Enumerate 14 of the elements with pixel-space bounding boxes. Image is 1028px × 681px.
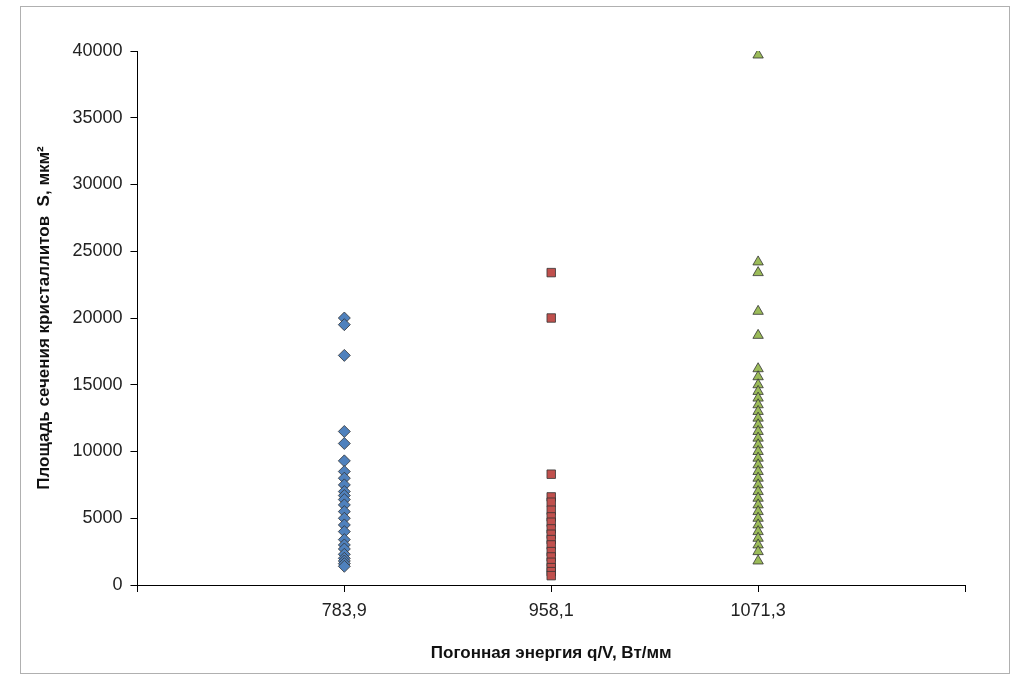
y-tick-label: 35000 <box>72 106 123 127</box>
y-tick-label: 20000 <box>72 306 123 327</box>
y-axis-title: Площадь сечения кристаллитов S, мкм² <box>33 145 53 490</box>
x-tick-label: 958,1 <box>528 599 574 620</box>
y-tick-label: 10000 <box>72 440 123 461</box>
y-tick-label: 0 <box>112 573 123 594</box>
x-axis-title: Погонная энергия q/V, Вт/мм <box>430 643 672 663</box>
y-tick-label: 25000 <box>72 240 123 261</box>
y-tick-label: 15000 <box>72 373 123 394</box>
y-tick-label: 5000 <box>82 507 123 528</box>
y-tick-label: 30000 <box>72 173 123 194</box>
x-tick-label: 1071,3 <box>730 599 786 620</box>
x-tick-label: 783,9 <box>321 599 367 620</box>
y-tick-label: 40000 <box>72 39 123 60</box>
